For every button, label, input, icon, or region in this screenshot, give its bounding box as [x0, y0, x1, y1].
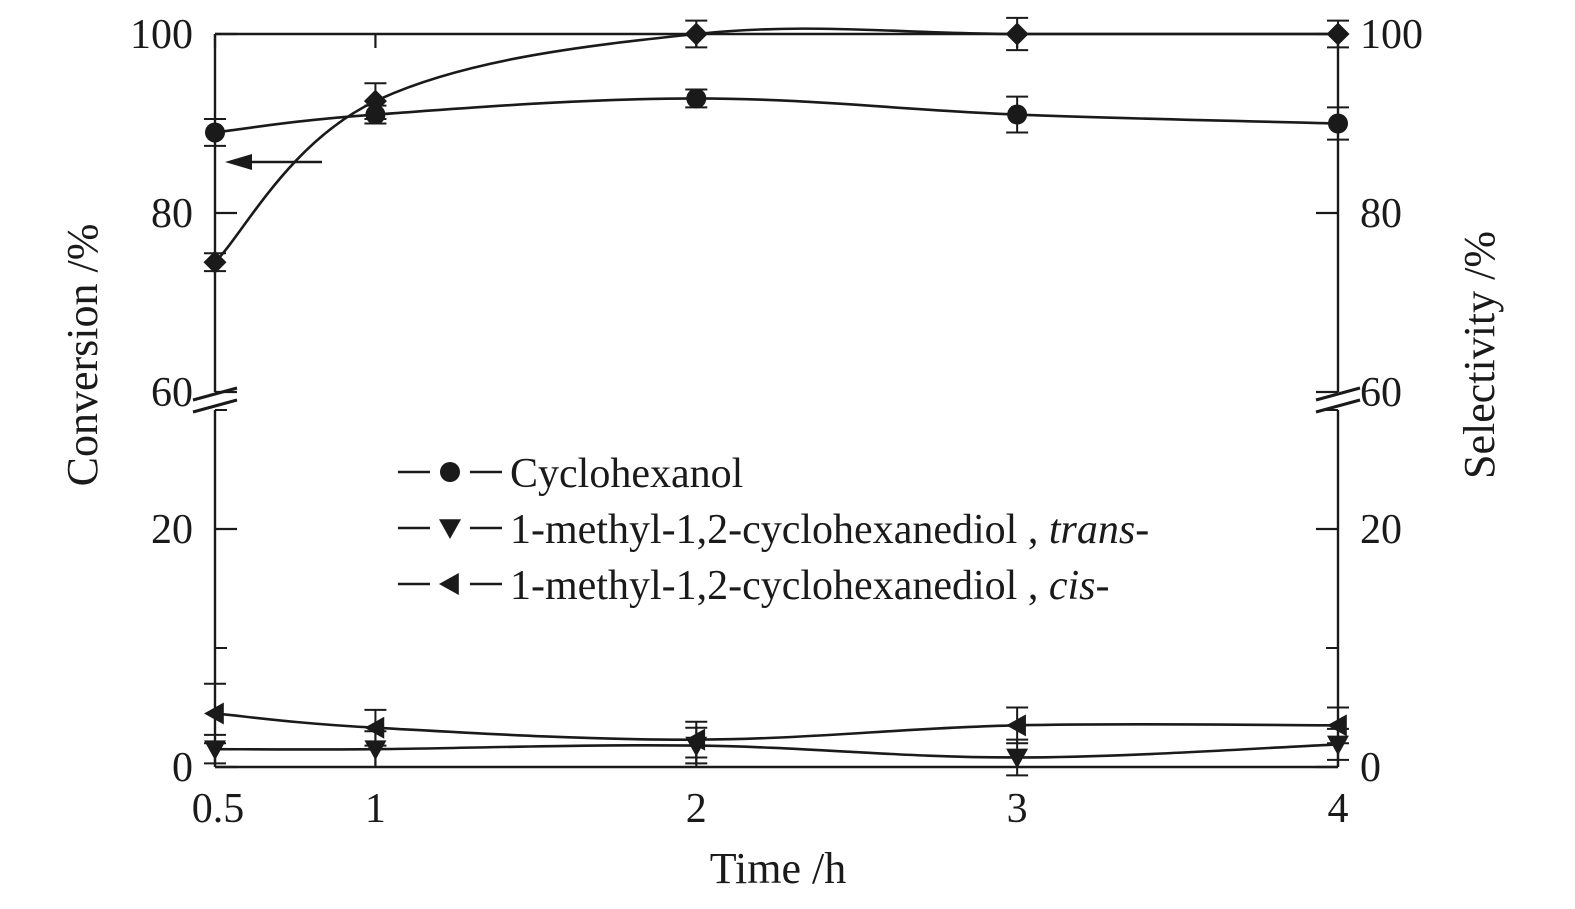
data-point-cyclohexanol: [1328, 113, 1348, 134]
legend-marker: [439, 573, 459, 595]
data-point-cyclohexanol: [205, 122, 225, 143]
x-tick-label: 0.5: [192, 786, 245, 832]
plot-frame: [192, 32, 1361, 769]
data-point-diol-cis: [364, 716, 385, 739]
legend-label: Cyclohexanol: [510, 451, 743, 497]
legend-label-tail: -: [1135, 507, 1149, 553]
data-point-conversion: [1005, 22, 1029, 46]
left-y-axis-title: Conversion /%: [58, 224, 107, 487]
left-y-tick-label: 100: [130, 12, 193, 58]
data-point-diol-cis: [685, 728, 706, 751]
right-y-tick-label: 20: [1360, 507, 1402, 553]
legend-entry: 1-methyl-1,2-cyclohexanediol , cis-: [398, 563, 1109, 609]
legend-label: 1-methyl-1,2-cyclohexanediol , trans-: [510, 507, 1149, 553]
data-point-diol-trans: [204, 740, 226, 761]
data-point-cyclohexanol: [686, 88, 707, 109]
series-line-diol-trans: [214, 743, 1339, 759]
legend-entry: Cyclohexanol: [398, 451, 743, 497]
data-point-cyclohexanol: [1007, 104, 1028, 125]
left-axis-break-mark: [192, 398, 238, 414]
data-point-diol-trans: [1006, 748, 1029, 769]
series-line-diol-cis: [214, 712, 1339, 741]
legend-marker: [440, 462, 460, 482]
right-y-axis-title: Selectivity /%: [1455, 231, 1504, 479]
legend-label-isomer: trans: [1049, 507, 1135, 553]
series-line-cyclohexanol: [214, 97, 1339, 134]
right-axis-break-mark: [1315, 386, 1361, 402]
series-diol-cis: [204, 682, 1349, 759]
legend-label-text: Cyclohexanol: [510, 451, 743, 497]
series-cyclohexanol: [204, 88, 1349, 147]
x-axis-title: Time /h: [710, 844, 847, 893]
series-conversion: [203, 16, 1350, 274]
series-group: [203, 16, 1350, 777]
data-point-diol-cis: [204, 702, 224, 725]
left-y-tick-label: 0: [172, 745, 193, 791]
legend-label-text: 1-methyl-1,2-cyclohexanediol ,: [510, 507, 1049, 553]
legend-entry: 1-methyl-1,2-cyclohexanediol , trans-: [398, 507, 1149, 553]
left-y-tick-label: 80: [151, 191, 193, 237]
series-line-conversion: [214, 27, 1338, 264]
data-point-conversion: [203, 250, 227, 274]
left-y-tick-label: 60: [151, 370, 193, 416]
left-axis-break-mark: [192, 386, 238, 402]
right-y-tick-label: 0: [1360, 745, 1381, 791]
data-point-cyclohexanol: [365, 104, 386, 125]
legend-label-tail: -: [1095, 563, 1109, 609]
x-tick-label: 2: [686, 786, 707, 832]
data-point-conversion: [684, 22, 708, 46]
left-axis-arrow-head: [225, 154, 252, 170]
data-point-diol-cis: [1327, 714, 1347, 737]
legend-marker: [439, 519, 461, 539]
right-y-tick-label: 80: [1360, 191, 1402, 237]
right-y-tick-label: 60: [1360, 370, 1402, 416]
legend-label-isomer: cis: [1049, 563, 1096, 609]
data-point-diol-cis: [1006, 714, 1026, 737]
x-tick-label: 4: [1328, 786, 1349, 832]
left-y-tick-label: 20: [151, 507, 193, 553]
right-axis-break-mark: [1315, 398, 1361, 414]
right-y-tick-label: 100: [1360, 12, 1423, 58]
x-tick-label: 1: [365, 786, 386, 832]
legend-label-text: 1-methyl-1,2-cyclohexanediol ,: [510, 563, 1049, 609]
data-point-conversion: [1326, 22, 1350, 46]
legend: Cyclohexanol 1-methyl-1,2-cyclohexanediol…: [398, 451, 1149, 609]
x-tick-label: 3: [1007, 786, 1028, 832]
legend-label: 1-methyl-1,2-cyclohexanediol , cis-: [510, 563, 1109, 609]
data-point-diol-trans: [1327, 735, 1349, 756]
